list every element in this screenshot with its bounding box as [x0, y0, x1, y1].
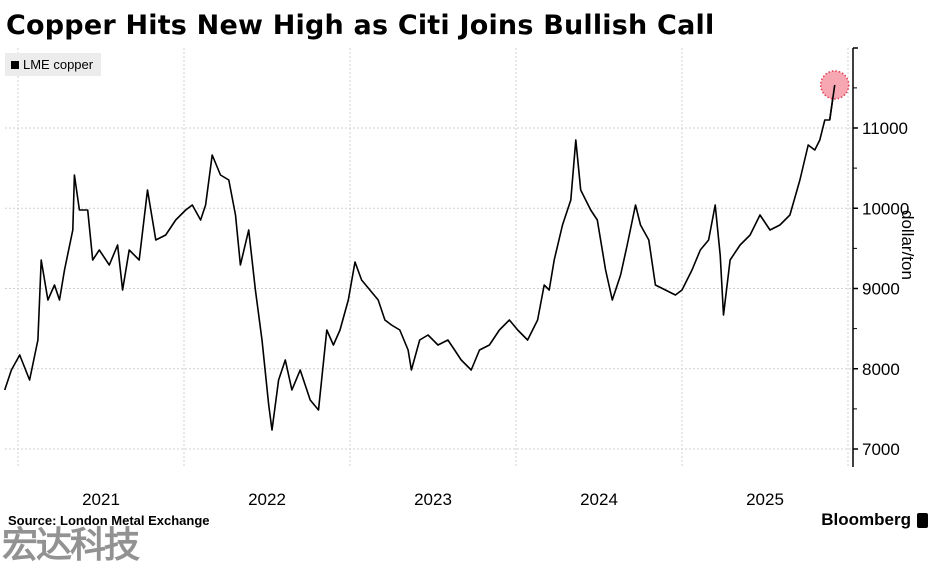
legend-swatch — [11, 60, 19, 69]
watermark: 宏达科技 — [2, 524, 140, 565]
x-tick-label: 2023 — [414, 490, 452, 509]
y-tick-label: 10000 — [862, 199, 909, 218]
brand-name: Bloomberg — [821, 510, 911, 529]
series-line-lme-copper — [3, 84, 836, 431]
x-tick-label: 2021 — [82, 490, 120, 509]
chart-title: Copper Hits New High as Citi Joins Bulli… — [6, 10, 715, 41]
chart-plot: 7000 8000 9000 10000 11000 2021 2022 2023 2024 20… — [3, 47, 909, 509]
bloomberg-terminal-icon — [917, 512, 928, 528]
series-line-tip — [828, 84, 836, 121]
x-tick-label: 2025 — [746, 490, 784, 509]
y-tick-label: 11000 — [862, 119, 908, 138]
source-note: Source: London Metal Exchange — [8, 513, 210, 528]
y-tick-label: 9000 — [862, 280, 900, 299]
bloomberg-logo: Bloomberg — [821, 510, 928, 530]
legend: LME copper — [5, 53, 102, 76]
legend-label: LME copper — [23, 57, 94, 72]
y-tick-label: 7000 — [862, 440, 900, 459]
x-tick-label: 2024 — [580, 490, 618, 509]
y-axis-label: dollar/ton — [898, 210, 917, 280]
y-tick-label: 8000 — [862, 360, 900, 379]
x-tick-label: 2022 — [248, 490, 286, 509]
